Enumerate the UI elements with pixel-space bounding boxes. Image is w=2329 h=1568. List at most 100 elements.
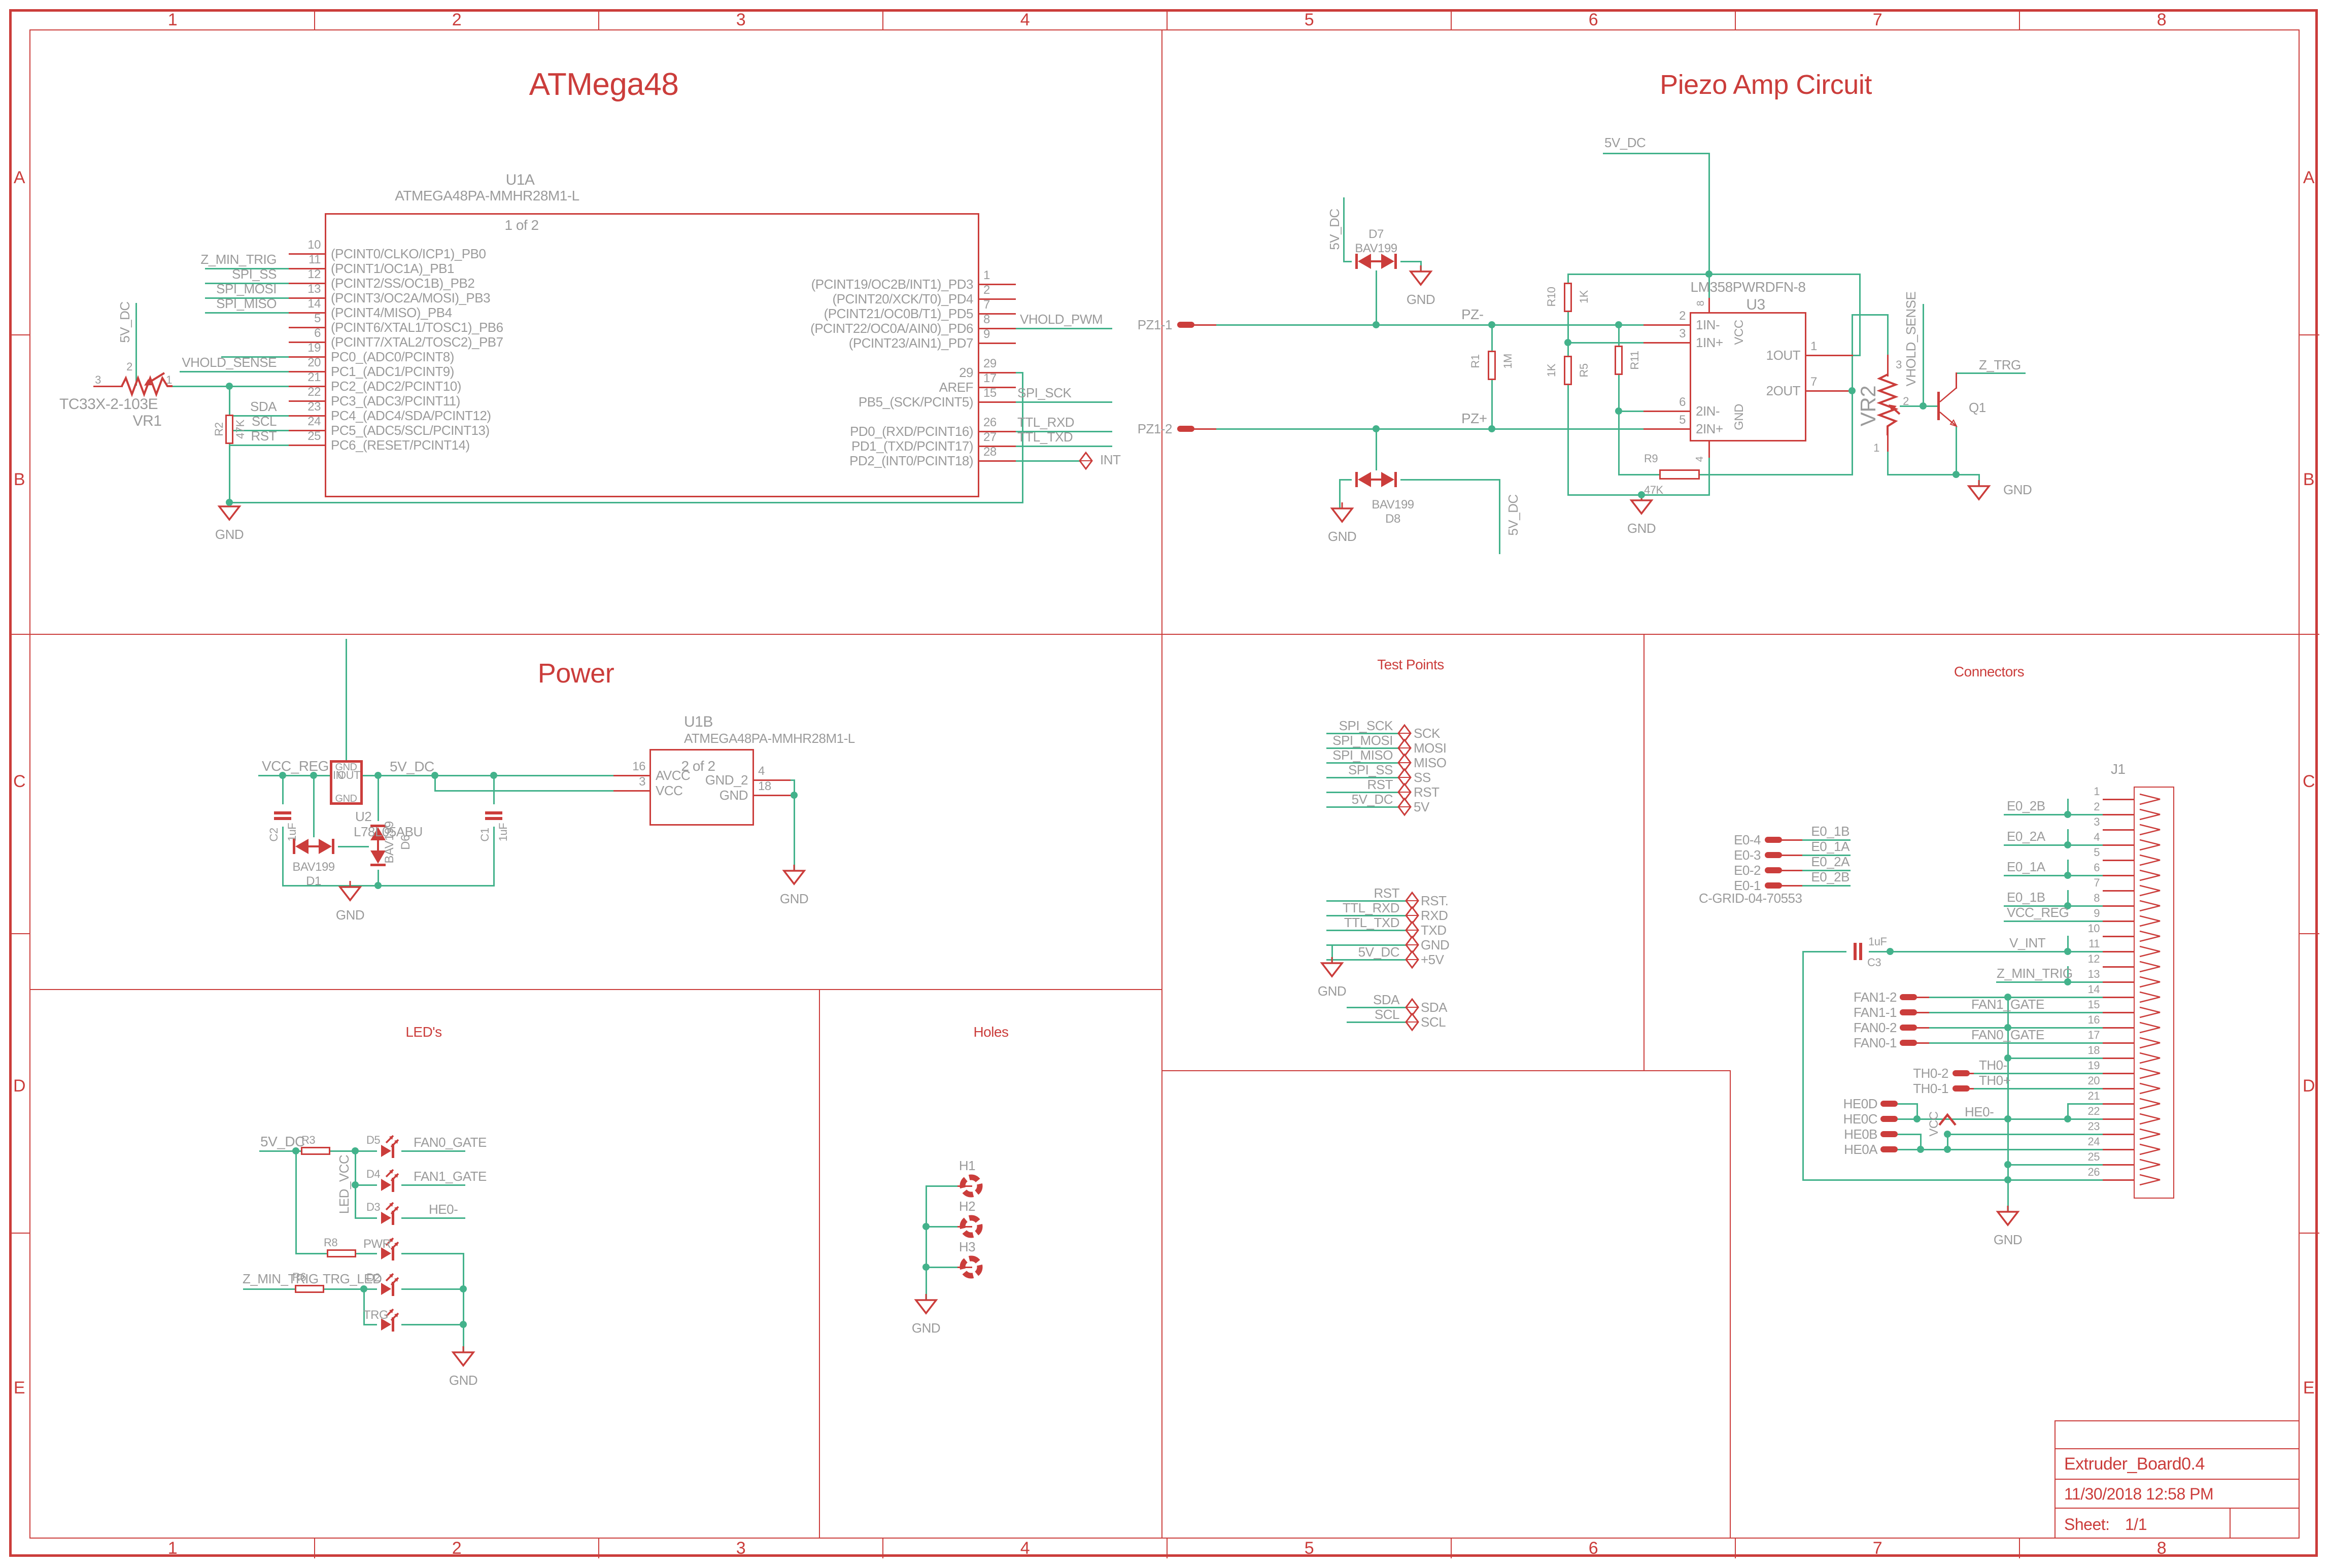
net-label: HE0C — [1843, 1111, 1878, 1127]
section-divider — [2054, 1420, 2300, 1422]
junction-dot — [292, 1147, 299, 1154]
net-label: C1 — [478, 828, 491, 842]
net-label: D2 — [366, 1271, 381, 1284]
resistor — [1564, 283, 1572, 312]
net-label: VCC — [1927, 1111, 1941, 1137]
net-wire — [228, 501, 1023, 503]
pin-number: 1 — [983, 268, 990, 282]
titleblock-date: 11/30/2018 12:58 PM — [2064, 1485, 2214, 1503]
net-wire — [1927, 996, 2104, 998]
net-wire — [1800, 884, 1851, 887]
net-wire — [1851, 314, 1889, 316]
junction-dot — [922, 1264, 930, 1271]
net-wire — [1708, 152, 1710, 299]
net-label: R10 — [1545, 287, 1558, 307]
gnd-symbol-icon — [782, 865, 806, 885]
pin-number: 28 — [983, 445, 997, 459]
net-label: 47K — [234, 420, 247, 439]
pin-name: (PCINT23/AIN1)_PD7 — [848, 335, 974, 351]
net-wire — [204, 282, 290, 284]
net-label: 5V_DC — [1604, 135, 1646, 150]
connector-arrow-icon — [2139, 793, 2161, 805]
junction-dot — [1615, 321, 1622, 328]
capacitor-plate — [1854, 943, 1857, 960]
board-pin — [1765, 867, 1782, 873]
net-wire — [1887, 314, 1889, 356]
pin-wire — [1781, 839, 1802, 841]
frame-row-label: C — [13, 772, 26, 791]
connector-arrow-icon — [2139, 1174, 2161, 1186]
pin-name: 1IN+ — [1696, 335, 1723, 350]
board-pin — [1880, 1101, 1898, 1107]
board-pin — [1880, 1131, 1898, 1137]
net-label: R9 — [1644, 452, 1658, 465]
inner-border — [29, 29, 2300, 1539]
net-wire — [789, 779, 795, 781]
pin-number: 17 — [983, 371, 997, 385]
testpoint-diamond-icon — [1397, 797, 1412, 816]
pin-number: 13 — [307, 282, 321, 296]
pin-stub — [288, 415, 326, 417]
pin-number: 29 — [983, 357, 997, 370]
net-wire — [1326, 900, 1407, 902]
pin-stub — [288, 297, 326, 299]
pin-stub — [978, 313, 1016, 315]
pin-stub — [753, 794, 791, 796]
net-wire — [1920, 1133, 1922, 1150]
net-wire — [1326, 806, 1399, 808]
frame-col-label: 3 — [736, 1539, 746, 1558]
net-wire — [2067, 1103, 2069, 1120]
resistor — [327, 1249, 356, 1257]
net-wire — [1602, 152, 1710, 154]
net-wire — [313, 774, 315, 839]
section-divider — [29, 633, 2300, 635]
net-wire — [400, 1217, 465, 1219]
net-label: PZ1-1 — [1137, 317, 1173, 332]
pin-stub — [2102, 1087, 2135, 1089]
net-wire — [925, 1185, 927, 1301]
pin-stub — [2102, 829, 2135, 831]
section-title-connectors: Connectors — [1954, 664, 2025, 679]
testpoint-net-label: 5V_DC — [1358, 944, 1400, 960]
pin-stub — [2102, 935, 2135, 937]
pin-number: 19 — [307, 341, 321, 355]
net-label: 1 — [1873, 441, 1879, 454]
net-label: C2 — [267, 828, 280, 842]
pin-name: (PCINT0/CLKO/ICP1)_PB0 — [331, 246, 486, 261]
section-divider — [1161, 1070, 1731, 1072]
net-label: U1A — [505, 172, 535, 188]
board-pin — [1765, 837, 1782, 843]
net-label: FAN0-2 — [1853, 1020, 1897, 1035]
connector-arrow-icon — [2139, 1158, 2161, 1171]
net-label: HE0A — [1844, 1142, 1877, 1157]
testpoint-net-label: SPI_SCK — [1339, 718, 1393, 733]
net-label: R2 — [213, 422, 225, 436]
pin-name: PC3_(ADC3/PCINT11) — [331, 393, 460, 408]
net-wire — [1972, 1087, 2104, 1089]
board-pin — [1900, 994, 1917, 1000]
pin-wire — [93, 385, 123, 387]
board-pin — [1765, 852, 1782, 858]
net-wire — [1326, 762, 1399, 764]
net-wire — [282, 884, 495, 887]
frame-tick — [1734, 9, 1736, 30]
testpoint-name-label: TXD — [1421, 923, 1447, 938]
frame-tick — [2299, 633, 2320, 635]
net-label: PWR — [363, 1237, 391, 1251]
section-title-leds: LED's — [405, 1024, 442, 1040]
board-pin — [1177, 426, 1194, 432]
junction-dot — [2004, 1024, 2011, 1031]
net-label: BAV199 — [292, 860, 335, 874]
net-wire — [2007, 1164, 2104, 1166]
pin-number: 13 — [2087, 968, 2100, 980]
net-wire — [1014, 371, 1023, 373]
net-label: HE0- — [429, 1202, 458, 1217]
frame-tick — [314, 1538, 316, 1559]
led-icon — [377, 1135, 401, 1164]
net-wire — [400, 1288, 464, 1290]
net-wire — [1326, 747, 1399, 749]
board-pin — [1900, 1009, 1917, 1015]
pin-name: VCC — [656, 783, 683, 798]
frame-tick — [2299, 334, 2320, 336]
pin-name: (PCINT4/MISO)_PB4 — [331, 305, 452, 320]
